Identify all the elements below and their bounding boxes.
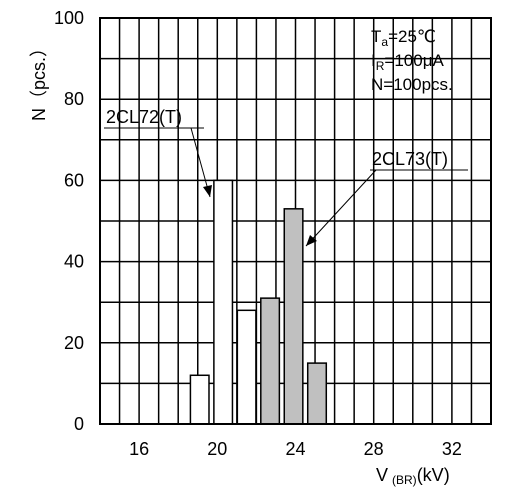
series-arrowhead-2cl73 bbox=[306, 235, 317, 246]
x-axis-label-main: V bbox=[376, 465, 388, 485]
bar-2cl72 bbox=[213, 179, 234, 425]
x-tick-labels: 16 20 24 28 32 bbox=[129, 439, 462, 459]
condition-ir-value: =100μA bbox=[384, 51, 444, 70]
bars-group bbox=[189, 179, 328, 425]
x-axis-label-sub: (BR) bbox=[392, 473, 417, 487]
bar-2cl73 bbox=[260, 297, 281, 425]
condition-ta-value: =25℃ bbox=[388, 27, 436, 46]
y-tick-label: 20 bbox=[64, 333, 84, 353]
series-label-2cl73: 2CL73(T) bbox=[372, 149, 448, 169]
series-callout-2cl73: 2CL73(T) bbox=[305, 149, 468, 247]
condition-ir-main: I bbox=[371, 51, 376, 70]
condition-ta-sub: a bbox=[381, 35, 388, 49]
grid-lines bbox=[100, 18, 491, 424]
series-label-2cl72: 2CL72(T) bbox=[106, 107, 182, 127]
x-axis-label: V (BR)(kV) bbox=[376, 465, 450, 487]
condition-ta: Ta=25℃ bbox=[371, 27, 436, 49]
y-tick-label: 100 bbox=[54, 8, 84, 28]
condition-ta-main: T bbox=[371, 27, 381, 46]
x-axis-label-unit: (kV) bbox=[417, 465, 450, 485]
x-tick-label: 28 bbox=[364, 439, 384, 459]
bar-2cl73 bbox=[306, 362, 328, 425]
y-tick-label: 60 bbox=[64, 170, 84, 190]
bar-2cl73 bbox=[283, 208, 304, 425]
series-callout-2cl72: 2CL72(T) bbox=[104, 107, 212, 198]
y-tick-label: 0 bbox=[74, 414, 84, 434]
y-tick-label: 40 bbox=[64, 252, 84, 272]
series-arrow-2cl72 bbox=[190, 127, 211, 198]
x-tick-label: 16 bbox=[129, 439, 149, 459]
plot-frame bbox=[99, 17, 492, 425]
bar-2cl72 bbox=[189, 374, 210, 425]
series-arrowhead-2cl72 bbox=[203, 185, 212, 197]
bar-2cl72 bbox=[236, 309, 257, 425]
y-axis-label: N（pcs.） bbox=[29, 39, 49, 121]
condition-ir-sub: R bbox=[376, 59, 385, 73]
condition-ir: IR=100μA bbox=[371, 51, 444, 73]
x-tick-label: 24 bbox=[285, 439, 305, 459]
x-tick-label: 20 bbox=[207, 439, 227, 459]
x-tick-label: 32 bbox=[442, 439, 462, 459]
condition-n: N=100pcs. bbox=[371, 75, 453, 94]
series-arrow-2cl73 bbox=[305, 169, 377, 247]
y-tick-labels: 0 20 40 60 80 100 bbox=[54, 8, 84, 434]
y-tick-label: 80 bbox=[64, 89, 84, 109]
